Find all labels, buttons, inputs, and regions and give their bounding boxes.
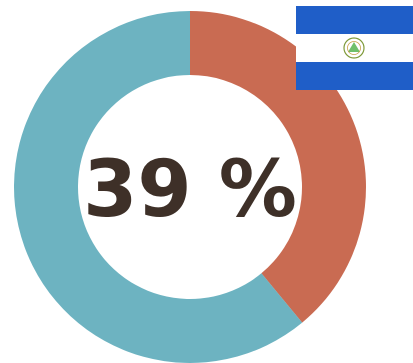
flag-emblem-icon	[343, 37, 365, 59]
donut-slice-1	[13, 11, 303, 363]
center-percentage-label: 39 %	[83, 145, 297, 235]
nicaragua-flag-icon	[296, 6, 413, 90]
flag-top-stripe	[296, 6, 413, 34]
flag-bottom-stripe	[296, 62, 413, 90]
